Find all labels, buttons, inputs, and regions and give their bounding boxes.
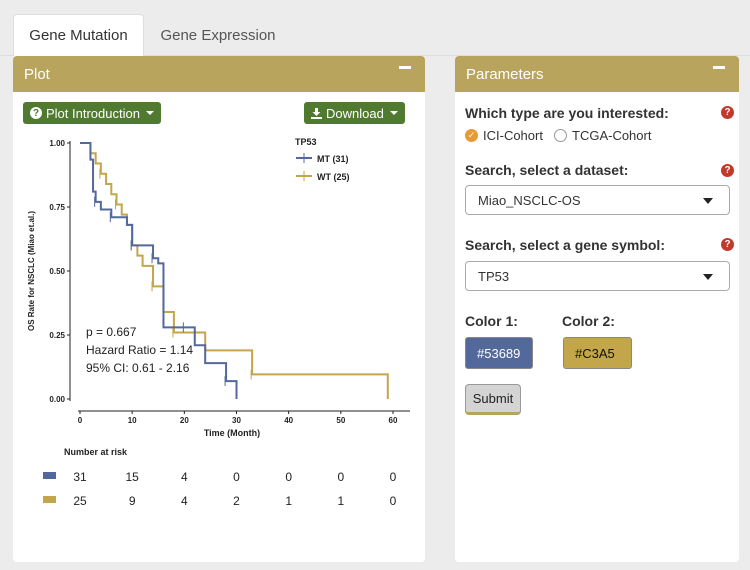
ci-annotation: 95% CI: 0.61 - 2.16 (86, 361, 190, 375)
risk-table-title: Number at risk (64, 447, 128, 457)
hazard-ratio-annotation: Hazard Ratio = 1.14 (86, 343, 193, 357)
color2-input[interactable]: #C3A5 (563, 337, 632, 369)
dataset-select-value: Miao_NSCLC-OS (478, 192, 581, 208)
risk-table-value: 0 (390, 494, 397, 508)
risk-table-value: 0 (337, 470, 344, 484)
dataset-select[interactable]: Miao_NSCLC-OS (465, 185, 730, 215)
plot-panel: Plot ? Plot Introduction Download 0.00 0.… (13, 56, 425, 562)
risk-table-value: 1 (337, 494, 344, 508)
color1-label: Color 1: (465, 313, 518, 329)
help-icon[interactable]: ? (721, 238, 734, 251)
x-tick-label: 50 (336, 416, 345, 425)
legend-title: TP53 (295, 137, 317, 147)
radio-ici-label: ICI-Cohort (483, 128, 543, 143)
risk-table-value: 25 (73, 494, 87, 508)
y-tick-label: 0.50 (49, 267, 65, 276)
y-tick-label: 0.25 (49, 331, 65, 340)
download-button[interactable]: Download (304, 102, 405, 124)
download-label: Download (326, 105, 384, 121)
p-value-annotation: p = 0.667 (86, 325, 137, 339)
radio-tcga-label: TCGA-Cohort (572, 128, 652, 143)
gene-label: Search, select a gene symbol: (465, 237, 665, 253)
radio-checked-icon: ✓ (465, 129, 478, 142)
x-tick-label: 0 (78, 416, 83, 425)
chevron-down-icon (703, 274, 713, 280)
risk-table-value: 4 (181, 494, 188, 508)
tab-gene-mutation[interactable]: Gene Mutation (13, 14, 144, 57)
legend-entry-mt: MT (31) (317, 154, 349, 164)
plot-panel-title: Plot (24, 65, 50, 83)
color2-value: #C3A5 (575, 345, 615, 361)
collapse-icon[interactable] (399, 66, 411, 69)
parameters-panel: Parameters Which type are you interested… (455, 56, 739, 562)
color1-value: #53689 (477, 345, 521, 361)
dataset-label: Search, select a dataset: (465, 162, 629, 178)
risk-table-value: 9 (129, 494, 136, 508)
risk-row-key (43, 496, 56, 503)
risk-table-value: 2 (233, 494, 240, 508)
risk-table-value: 4 (181, 470, 188, 484)
risk-table-value: 0 (233, 470, 240, 484)
caret-down-icon (145, 111, 154, 115)
help-icon[interactable]: ? (721, 106, 734, 119)
x-tick-label: 40 (284, 416, 293, 425)
plot-introduction-button[interactable]: ? Plot Introduction (23, 102, 161, 124)
legend-entry-wt: WT (25) (317, 172, 350, 182)
color2-label: Color 2: (562, 313, 615, 329)
collapse-icon[interactable] (713, 66, 725, 69)
radio-ici-cohort[interactable]: ✓ ICI-Cohort (465, 128, 543, 143)
y-tick-label: 0.75 (49, 203, 65, 212)
radio-tcga-cohort[interactable]: TCGA-Cohort (554, 128, 651, 143)
x-tick-label: 20 (180, 416, 189, 425)
risk-table-value: 0 (390, 470, 397, 484)
plot-panel-header: Plot (13, 56, 425, 92)
x-tick-label: 10 (128, 416, 137, 425)
parameters-panel-title: Parameters (466, 65, 544, 83)
parameters-panel-header: Parameters (455, 56, 739, 92)
y-tick-label: 1.00 (49, 139, 65, 148)
risk-row-key (43, 472, 56, 479)
question-icon: ? (30, 107, 42, 119)
risk-table-value: 1 (285, 494, 292, 508)
gene-select-value: TP53 (478, 268, 510, 284)
caret-down-icon (389, 111, 398, 115)
gene-select[interactable]: TP53 (465, 261, 730, 291)
chevron-down-icon (703, 198, 713, 204)
y-tick-label: 0.00 (49, 395, 65, 404)
tab-bar: Gene Mutation Gene Expression (0, 0, 750, 57)
risk-table-value: 15 (125, 470, 139, 484)
risk-table-value: 0 (285, 470, 292, 484)
km-curve-mt (80, 142, 238, 399)
x-tick-label: 30 (232, 416, 241, 425)
x-axis-label: Time (Month) (204, 428, 260, 438)
help-icon[interactable]: ? (721, 164, 734, 177)
type-label: Which type are you interested: (465, 105, 669, 121)
y-axis-label: OS Rate for NSCLC (Miao et.al.) (27, 211, 36, 331)
color1-input[interactable]: #53689 (465, 337, 533, 369)
risk-table-value: 31 (73, 470, 87, 484)
radio-unchecked-icon (554, 129, 567, 142)
tab-gene-expression[interactable]: Gene Expression (160, 26, 276, 44)
submit-button[interactable]: Submit (465, 384, 521, 415)
km-plot: 0.000.250.500.751.000 10 20 30 40 50 60 TP53 M… (27, 137, 410, 508)
download-icon (311, 107, 322, 119)
x-tick-label: 60 (389, 416, 398, 425)
plot-introduction-label: Plot Introduction (46, 105, 140, 121)
